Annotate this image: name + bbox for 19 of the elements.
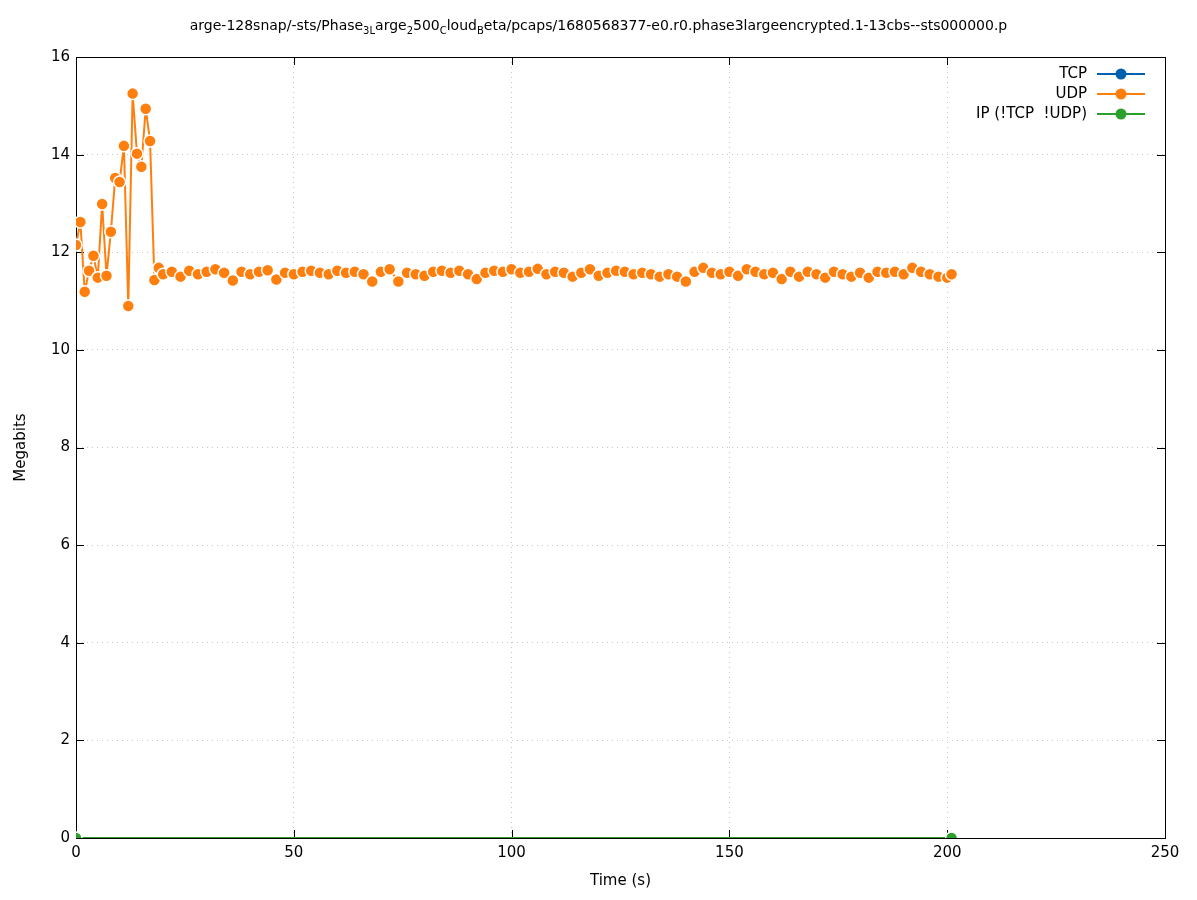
x-tick-label: 200 xyxy=(932,842,962,861)
x-tick-label: 50 xyxy=(284,842,304,861)
y-tick-label: 4 xyxy=(60,632,70,651)
y-tick-label: 2 xyxy=(60,730,70,749)
x-tick-label: 150 xyxy=(715,842,744,861)
legend-label: TCP xyxy=(1058,63,1087,82)
y-tick-label: 8 xyxy=(60,437,70,456)
x-tick-label: 250 xyxy=(1150,842,1180,861)
x-tick-label: 100 xyxy=(497,842,526,861)
y-tick-label: 12 xyxy=(50,242,70,261)
x-axis-title: Time (s) xyxy=(589,870,651,889)
y-tick-label: 16 xyxy=(50,46,70,65)
y-axis-title: Megabits xyxy=(10,413,29,482)
y-tick-label: 0 xyxy=(60,827,70,846)
legend-label: UDP xyxy=(1055,83,1087,102)
legend-label: IP (!TCP !UDP) xyxy=(976,103,1087,122)
y-tick-label: 14 xyxy=(50,144,70,163)
y-tick-label: 6 xyxy=(60,535,70,554)
y-tick-label: 10 xyxy=(50,339,70,358)
